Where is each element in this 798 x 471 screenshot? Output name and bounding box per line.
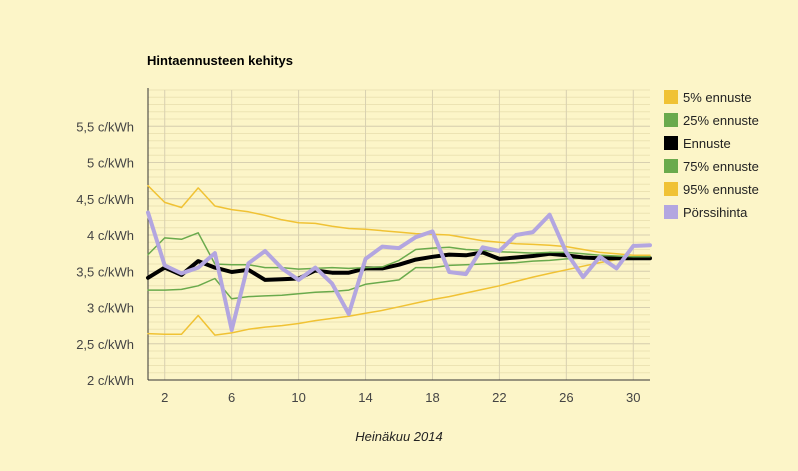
series-line-1 [147,256,651,336]
legend-swatch [664,136,678,150]
legend-label: 5% ennuste [683,90,752,105]
legend-item[interactable]: Pörssihinta [664,205,748,220]
legend-swatch [664,90,678,104]
x-tick-label: 10 [291,390,305,405]
legend-item[interactable]: 5% ennuste [664,90,752,105]
tick-labels: 2 c/kWh 2,5 c/kWh 3 c/kWh 3,5 c/kWh 4 c/kWh 4… [76,119,640,405]
series-line-6 [146,210,652,332]
legend-item[interactable]: 75% ennuste [664,159,759,174]
legend-swatch [664,182,678,196]
y-tick-label: 5,5 c/kWh [76,119,134,134]
y-tick-label: 3,5 c/kWh [76,264,134,279]
legend-item[interactable]: 95% ennuste [664,182,759,197]
legend-swatch [664,205,678,219]
series-line-5 [147,184,651,257]
legend-swatch [664,159,678,173]
x-tick-label: 26 [559,390,573,405]
x-tick-label: 6 [228,390,235,405]
x-tick-label: 18 [425,390,439,405]
x-tick-label: 22 [492,390,506,405]
legend[interactable]: 5% ennuste 25% ennuste Ennuste 75% ennuste 9… [664,90,759,220]
legend-swatch [664,113,678,127]
legend-label: 25% ennuste [683,113,759,128]
axes [147,88,650,381]
legend-label: 75% ennuste [683,159,759,174]
legend-label: Ennuste [683,136,731,151]
y-tick-label: 3 c/kWh [87,301,134,316]
y-tick-label: 2,5 c/kWh [76,337,134,352]
chart-title: Hintaennusteen kehitys [147,53,293,68]
legend-label: 95% ennuste [683,182,759,197]
y-tick-label: 2 c/kWh [87,373,134,388]
x-axis-label: Heinäkuu 2014 [355,429,442,444]
series-line-2 [147,256,651,300]
x-tick-label: 30 [626,390,640,405]
y-tick-label: 4 c/kWh [87,228,134,243]
legend-label: Pörssihinta [683,205,748,220]
series-lines [146,184,652,336]
y-tick-label: 4,5 c/kWh [76,192,134,207]
legend-item[interactable]: Ennuste [664,136,731,151]
x-tick-label: 2 [161,390,168,405]
y-tick-label: 5 c/kWh [87,156,134,171]
x-tick-label: 14 [358,390,372,405]
legend-item[interactable]: 25% ennuste [664,113,759,128]
grid [148,89,650,381]
